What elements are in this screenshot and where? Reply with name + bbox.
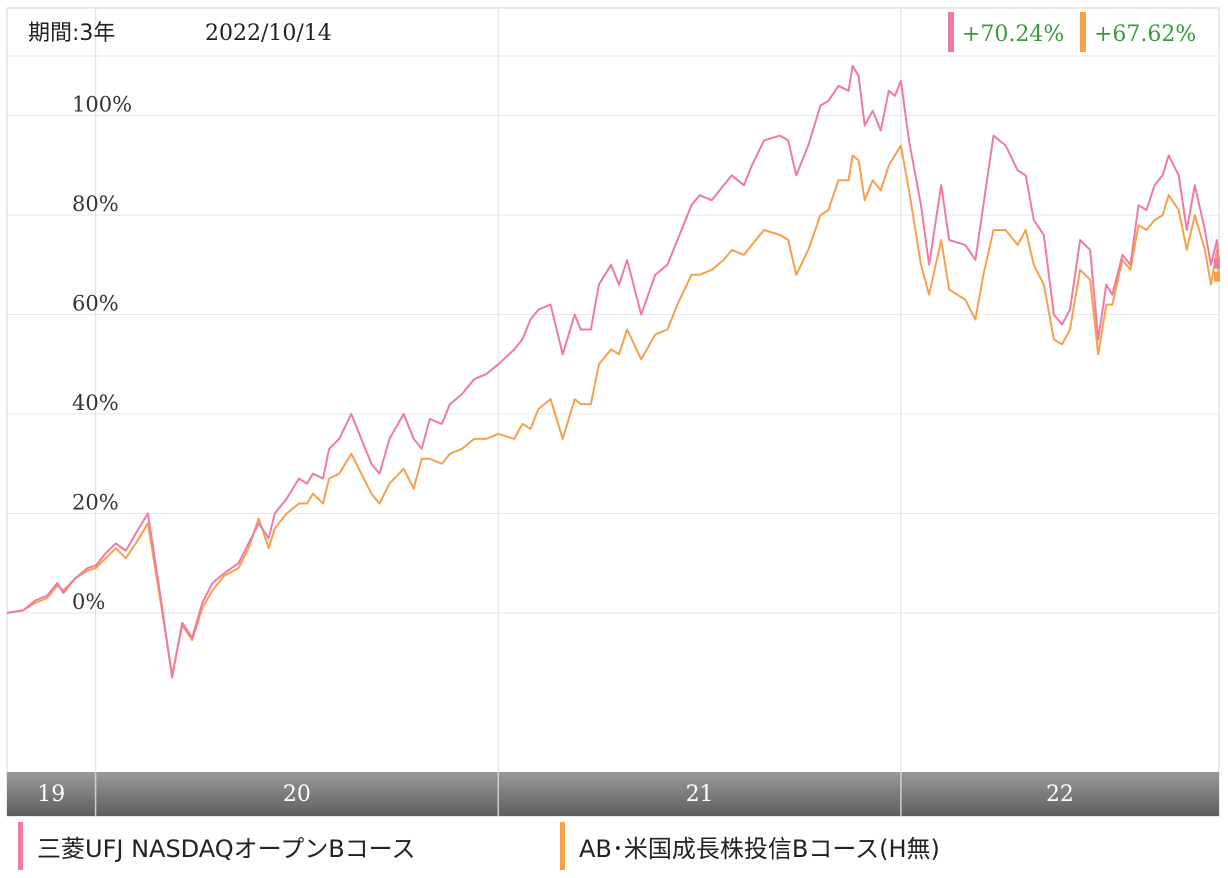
y-tick-label: 60% (72, 292, 119, 316)
x-axis-year-bands: 19 20 21 22 (7, 772, 1219, 816)
x-tick-label: 19 (37, 782, 65, 807)
legend: 三菱UFJ NASDAQオープンBコース AB･米国成長株投信Bコース(H無) (0, 822, 1228, 878)
x-tick-label: 22 (1046, 782, 1074, 807)
return-marker-ab (1080, 12, 1086, 52)
series-line-nasdaq (6, 64, 1220, 679)
y-tick-label: 20% (72, 490, 119, 514)
legend-swatch-ab (560, 822, 565, 870)
x-tick-label: 21 (686, 782, 714, 807)
legend-item-nasdaq: 三菱UFJ NASDAQオープンBコース (18, 822, 415, 870)
period-label: 期間:3年 (28, 21, 115, 46)
legend-label-nasdaq: 三菱UFJ NASDAQオープンBコース (37, 834, 416, 863)
date-label: 2022/10/14 (205, 21, 332, 46)
y-tick-label: 80% (72, 192, 119, 216)
legend-label-ab: AB･米国成長株投信Bコース(H無) (579, 834, 940, 863)
y-tick-label: 0% (72, 590, 105, 614)
plot-frame (6, 7, 1220, 817)
chart-area: 0% 20% 40% 60% 80% 100% 19 20 21 22 期間:3年 2022/1… (6, 7, 1220, 817)
return-marker-nasdaq (948, 12, 954, 52)
series-end-marker (1214, 271, 1220, 282)
x-tick-label: 20 (283, 782, 311, 807)
series-end-marker (1214, 258, 1220, 269)
series-line-ab (6, 144, 1220, 676)
line-chart: 0% 20% 40% 60% 80% 100% 19 20 21 22 期間:3年 2022/1… (6, 7, 1220, 817)
y-tick-labels: 0% 20% 40% 60% 80% 100% (72, 93, 132, 614)
grid-lines (7, 8, 1219, 772)
y-tick-label: 100% (72, 93, 132, 117)
series-lines (6, 64, 1220, 679)
year-band (7, 772, 1219, 816)
return-value-ab: +67.62% (1094, 22, 1196, 47)
legend-item-ab: AB･米国成長株投信Bコース(H無) (560, 822, 940, 870)
legend-swatch-nasdaq (18, 822, 23, 870)
y-tick-label: 40% (72, 391, 119, 415)
return-value-nasdaq: +70.24% (962, 22, 1064, 47)
